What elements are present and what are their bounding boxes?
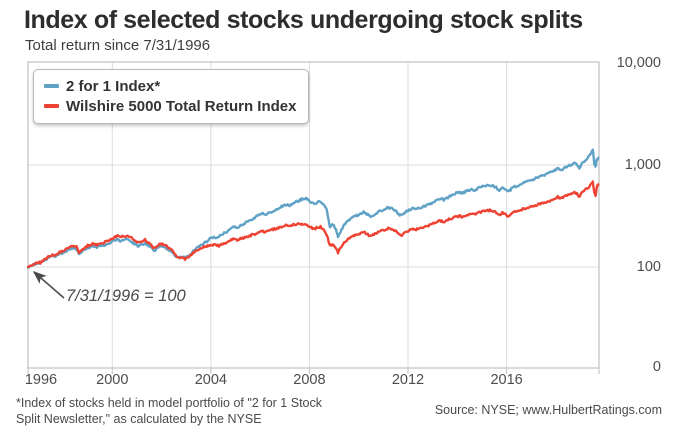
y-axis-label-1,000: 1,000 <box>624 157 661 173</box>
x-axis-label-2012: 2012 <box>391 372 425 388</box>
y-axis-label-100: 100 <box>636 259 661 275</box>
legend-label: 2 for 1 Index* <box>66 77 161 95</box>
legend-item: 2 for 1 Index* <box>44 76 296 96</box>
x-axis-label-2000: 2000 <box>96 372 129 388</box>
x-axis-label-2004: 2004 <box>194 372 227 388</box>
plot-frame <box>27 61 600 369</box>
annotation-arrow <box>32 271 65 299</box>
footnote: *Index of stocks held in model portfolio… <box>16 395 322 427</box>
blue-series-swatch-icon <box>44 84 59 88</box>
source-credit: Source: NYSE; www.HulbertRatings.com <box>434 403 662 417</box>
footnote-line-2: Split Newsletter," as calculated by the … <box>16 412 262 426</box>
x-axis-label-2008: 2008 <box>293 372 326 388</box>
x-axis-label-2016: 2016 <box>490 372 523 388</box>
y-axis-label-0: 0 <box>652 359 661 375</box>
page-title: Index of selected stocks undergoing stoc… <box>24 6 583 34</box>
series-line-wilshire-5000 <box>27 180 600 269</box>
legend: 2 for 1 Index* Wilshire 5000 Total Retur… <box>33 69 310 124</box>
legend-label: Wilshire 5000 Total Return Index <box>66 97 297 115</box>
y-axis-label-10,000: 10,000 <box>616 55 661 71</box>
legend-item: Wilshire 5000 Total Return Index <box>44 96 296 116</box>
page-subtitle: Total return since 7/31/1996 <box>25 37 211 54</box>
x-axis-label-1996: 1996 <box>24 372 58 388</box>
red-series-swatch-icon <box>44 104 59 108</box>
baseline-annotation: 7/31/1996 = 100 <box>66 287 186 305</box>
series-line-2-for-1-index <box>27 148 600 269</box>
footnote-line-1: *Index of stocks held in model portfolio… <box>16 396 322 410</box>
